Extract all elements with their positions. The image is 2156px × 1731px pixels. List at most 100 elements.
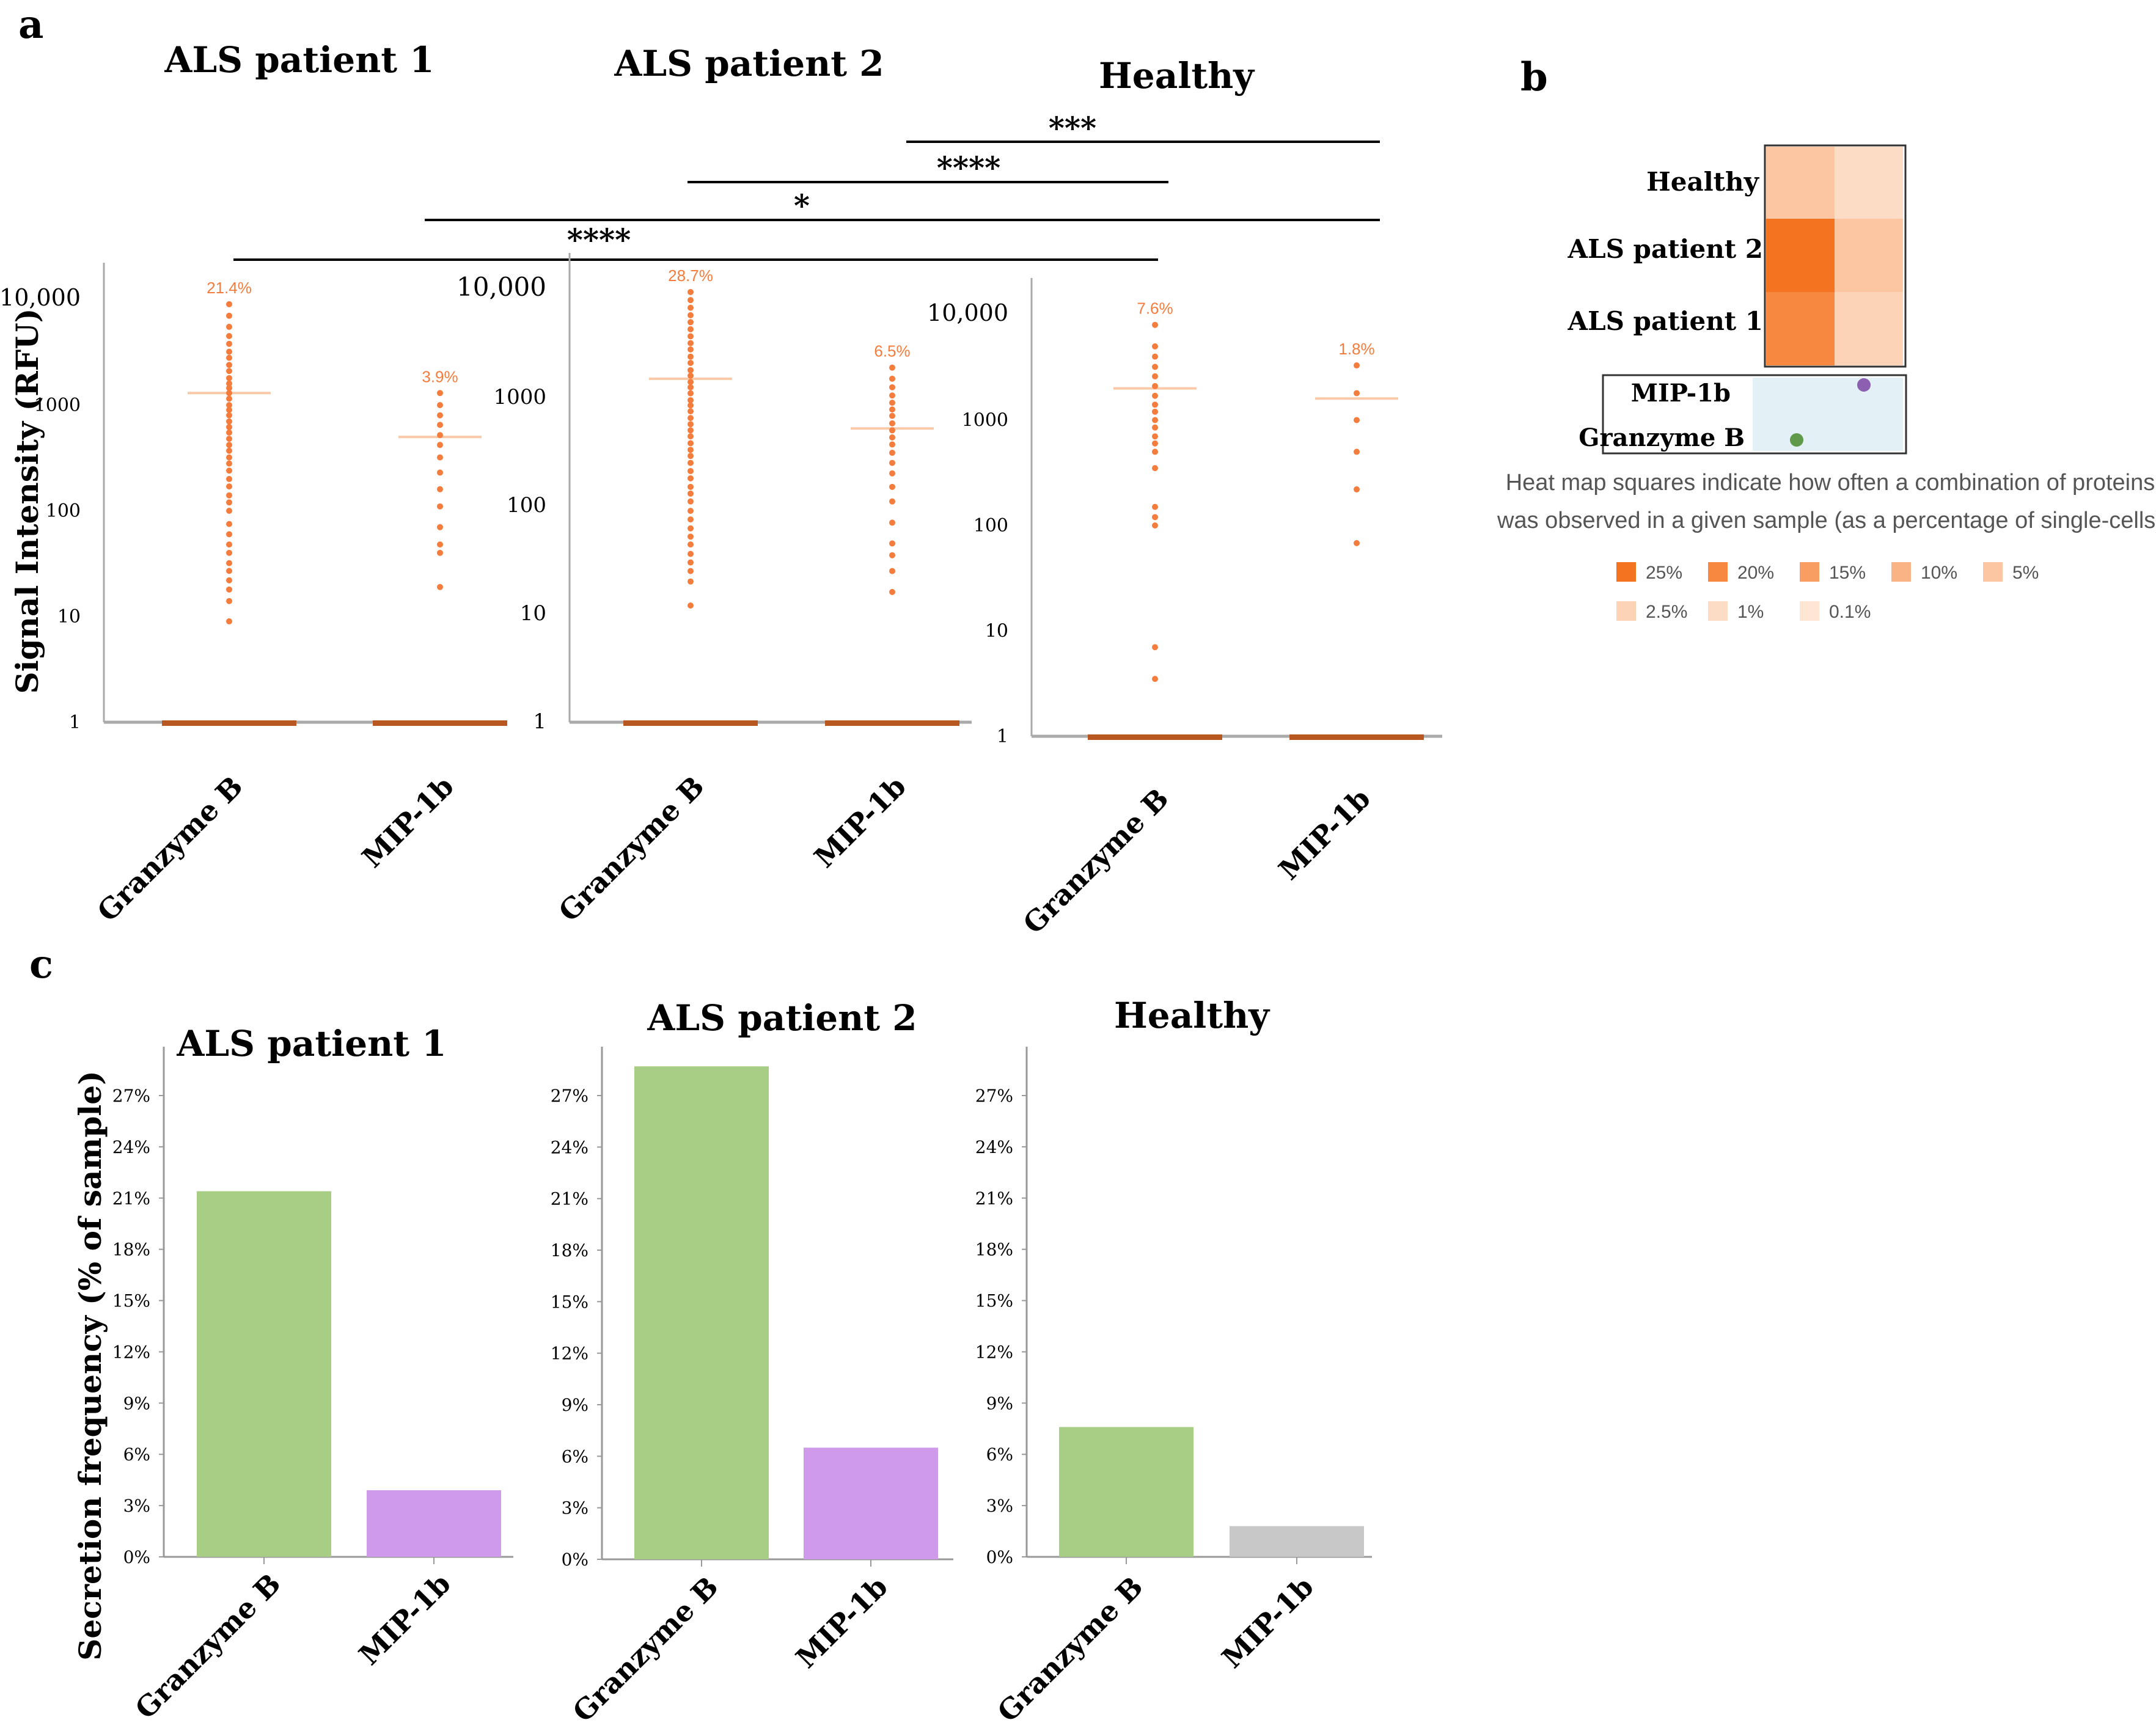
data-point (1152, 382, 1158, 389)
data-point (226, 541, 232, 548)
bar-chart-als2: 0% 3% 6% 9% 12% 15% 18% 21% 24% 27% Granzyme B MIP-… (551, 1047, 953, 1729)
bar-mip-1b (804, 1447, 938, 1559)
y-tick-label: 10,000 (0, 284, 81, 311)
data-point (688, 578, 694, 585)
data-point (688, 397, 694, 403)
legend-label: 20% (1737, 563, 1774, 583)
data-point (226, 549, 232, 556)
data-point (1152, 353, 1158, 360)
significance-bars: *** **** * **** (233, 110, 1380, 261)
heatmap-cell (1766, 292, 1835, 365)
y-tick-label: 100 (974, 515, 1008, 536)
y-tick-label: 1000 (34, 395, 81, 416)
y-tick-label: 24% (551, 1137, 588, 1157)
data-point (688, 353, 694, 360)
legend-swatch (1708, 562, 1728, 582)
percent-label: 7.6% (1137, 299, 1173, 318)
data-point (226, 402, 232, 408)
legend-label: 10% (1921, 563, 1957, 583)
data-point (1152, 321, 1158, 328)
bar-chart-als1: 0% 3% 6% 9% 12% 15% 18% 21% 24% 27% Granzyme B MIP-… (112, 1047, 513, 1726)
x-tick-label-mip-1b: MIP-1b (356, 770, 460, 874)
data-point (688, 421, 694, 428)
data-point (1354, 486, 1360, 492)
data-point (437, 442, 443, 448)
y-tick-label: 6% (986, 1444, 1013, 1465)
data-point (688, 541, 694, 548)
data-point (688, 304, 694, 311)
data-point (1152, 503, 1158, 510)
heatmap-cell (1835, 292, 1903, 365)
data-point (889, 392, 895, 399)
legend-swatch (1891, 562, 1911, 582)
data-point (688, 508, 694, 514)
protein-key-mip1b: MIP-1b (1631, 379, 1731, 408)
y-tick-label: 100 (507, 493, 546, 518)
legend-label: 5% (2012, 563, 2039, 583)
data-point (226, 323, 232, 330)
data-point (226, 577, 232, 584)
data-point (688, 288, 694, 295)
data-point (688, 359, 694, 366)
scatter-title-als1: ALS patient 1 (164, 39, 434, 81)
heatmap-legend: 25% 20% 15% 10% 5% 2.5% 1% 0.1% (1616, 562, 2039, 622)
data-point (226, 531, 232, 538)
data-point (889, 427, 895, 434)
data-point (688, 367, 694, 373)
data-point (226, 385, 232, 392)
y-tick-label: 15% (975, 1291, 1013, 1311)
percent-label: 3.9% (422, 367, 458, 386)
y-tick-label: 21% (551, 1189, 588, 1209)
data-point (226, 598, 232, 604)
scatter-title-als2: ALS patient 2 (614, 43, 884, 84)
data-point (226, 586, 232, 593)
data-point (226, 412, 232, 419)
y-tick-label: 9% (986, 1393, 1013, 1413)
y-tick-label: 10,000 (927, 299, 1008, 326)
bar-chart-healthy: 0% 3% 6% 9% 12% 15% 18% 21% 24% 27% Granzyme B MIP-… (975, 1047, 1372, 1729)
data-point (1152, 417, 1158, 423)
x-tick-label-granzyme-b: Granzyme B (1017, 782, 1175, 940)
heatmap-panel: Healthy ALS patient 2 ALS patient 1 MIP-… (1497, 144, 2156, 622)
heatmap-frame (1764, 144, 1907, 368)
heatmap-cell (1835, 219, 1903, 292)
data-point (437, 524, 443, 530)
legend-label: 2.5% (1646, 602, 1687, 622)
data-point (688, 440, 694, 447)
data-point (226, 460, 232, 467)
data-point (889, 441, 895, 448)
data-point (226, 467, 232, 474)
percent-label: 28.7% (668, 266, 713, 285)
bar-ylabel: Secretion frequency (% of sample) (72, 1070, 108, 1660)
y-tick-label: 15% (551, 1292, 588, 1312)
data-point (1354, 417, 1360, 423)
bar-mip-1b (367, 1490, 501, 1557)
data-point (688, 340, 694, 346)
data-point (437, 454, 443, 461)
legend-label: 0.1% (1829, 602, 1871, 622)
data-point (226, 340, 232, 347)
data-point (1152, 408, 1158, 415)
data-point (1152, 465, 1158, 472)
data-point (688, 433, 694, 440)
y-tick-label: 18% (975, 1240, 1013, 1260)
y-tick-label: 1000 (962, 410, 1008, 431)
data-point (1152, 644, 1158, 651)
data-point (889, 498, 895, 505)
data-point (688, 379, 694, 386)
bar-title-als1: ALS patient 1 (176, 1023, 446, 1064)
y-tick-label: 0% (123, 1547, 150, 1567)
data-point (226, 483, 232, 490)
data-point (688, 483, 694, 490)
panel-label-b: b (1520, 54, 1548, 100)
y-tick-label: 10 (520, 601, 546, 626)
data-point (688, 525, 694, 532)
data-point (226, 375, 232, 381)
data-point (226, 442, 232, 448)
data-point (688, 402, 694, 409)
x-tick-label-granzyme-b: Granzyme B (552, 770, 711, 928)
data-point (889, 450, 895, 456)
bar-title-als2: ALS patient 2 (647, 997, 917, 1039)
data-point (688, 498, 694, 505)
heatmap-caption-line2: was observed in a given sample (as a per… (1497, 508, 2156, 533)
